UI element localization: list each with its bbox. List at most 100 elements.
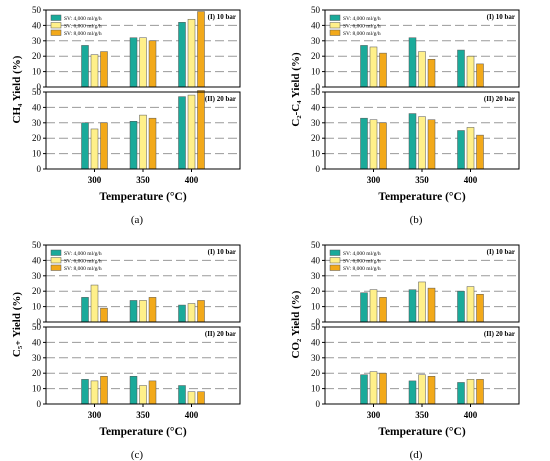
legend-swatch [329,29,341,36]
bar [360,45,368,88]
panel-label: (I) 10 bar [487,13,515,21]
bar [90,128,99,170]
chart-d: 0 10 20 30 40 50 (I) 10 bar 0 10 20 30 40 50 (II) 20 … [290,240,520,461]
bar [139,114,147,170]
legend-entry: SV: 4,000 ml/g/h [64,16,102,22]
legend-entry: SV: 4,000 ml/g/h [343,251,381,257]
y-axis-label: CH₄ Yield (%) [11,55,23,123]
panel-label: (II) 20 bar [205,330,236,338]
bar [457,130,465,170]
panel-label: (II) 20 bar [205,95,236,103]
y-tick-label: 40 [32,102,42,112]
y-tick-label: 30 [311,353,321,363]
legend-entry: SV: 6,000 ml/g/h [343,259,381,265]
legend-swatch [329,264,341,271]
x-tick-label: 350 [415,175,429,185]
legend-entry: SV: 6,000 ml/g/h [343,24,381,30]
legend-swatch [50,22,62,29]
bar [369,289,378,323]
bar [100,122,108,170]
panel-frame [45,244,241,323]
x-tick-label: 400 [185,175,199,185]
legend: SV: 4,000 ml/g/h SV: 6,000 ml/g/hSV: 8,00… [329,14,381,37]
x-tick-label: 300 [88,175,102,185]
panel-frame [324,244,520,323]
panel-II: 0 10 20 30 40 50 (II) 20 bar 300 350 400 [311,322,520,420]
x-axis-label: Temperature (°C) [378,426,465,438]
legend: SV: 4,000 ml/g/h SV: 6,000 ml/g/hSV: 8,00… [50,249,102,272]
y-tick-label: 30 [32,36,42,46]
y-tick-label: 30 [311,271,321,281]
y-tick-label: 50 [32,5,42,15]
x-tick-label: 300 [367,175,381,185]
bar [408,37,417,88]
bar [178,304,186,323]
y-tick-label: 30 [311,118,321,128]
y-tick-label: 10 [32,67,42,77]
panel-label: (I) 10 bar [208,13,236,21]
panel-I: 0 10 20 30 40 50 (I) 10 bar [32,5,241,92]
figure-caption: (d) [410,449,423,461]
figure-caption: (c) [131,449,144,461]
x-tick-label: 400 [464,175,478,185]
bar [178,385,186,405]
y-tick-label: 30 [311,36,321,46]
y-axis-label: C₂-C₄ Yield (%) [290,52,302,127]
bar [427,287,436,323]
bar [129,300,138,323]
panel-I: 0 10 20 30 40 50 (I) 10 bar [32,240,241,327]
y-tick-label: 50 [32,87,42,97]
y-tick-label: 40 [32,255,42,265]
chart-c: 0 10 20 30 40 50 (I) 10 bar 0 10 20 30 40 50 (II) 20 … [11,240,241,461]
bar [90,54,99,88]
bar [427,119,436,170]
bar [129,376,138,405]
bar [197,300,205,323]
bar [100,51,108,88]
legend-entry: SV: 6,000 ml/g/h [64,259,102,265]
legend-entry: SV: 4,000 ml/g/h [64,251,102,257]
bar [379,52,387,88]
y-tick-label: 20 [32,133,42,143]
bar [129,37,138,88]
bar [457,49,465,88]
bar [197,90,205,170]
y-tick-label: 0 [37,399,42,409]
bar [178,22,186,88]
bar [90,380,99,405]
bar [148,40,157,88]
y-tick-label: 0 [37,82,42,92]
panel-II: 0 10 20 30 40 50 (II) 20 bar 300 350 400 [32,87,241,185]
y-tick-label: 10 [311,384,321,394]
bar [408,289,417,323]
x-tick-label: 300 [88,410,102,420]
bar [197,391,205,405]
y-tick-label: 0 [316,82,321,92]
bar [187,94,196,170]
bar [369,46,378,88]
bar [90,284,99,323]
bar [466,55,475,88]
bar [81,297,89,323]
bar [379,297,387,323]
x-axis-label: Temperature (°C) [99,426,186,438]
panel-I: 0 10 20 30 40 50 (I) 10 bar [311,5,520,92]
figure-caption: (b) [410,214,423,226]
bar [418,51,426,88]
bar [360,374,368,405]
x-tick-label: 350 [136,410,150,420]
x-tick-label: 350 [415,410,429,420]
legend-swatch [329,22,341,29]
y-tick-label: 0 [316,399,321,409]
y-axis-label: C₅₊ Yield (%) [11,292,23,357]
bar [369,371,378,405]
bar [360,117,368,170]
y-tick-label: 0 [37,164,42,174]
panel-frame [45,9,241,88]
y-tick-label: 50 [311,322,321,332]
bar [178,96,186,170]
bar [187,18,196,88]
legend-entry: SV: 8,000 ml/g/h [343,266,381,272]
bar [466,379,475,405]
legend-swatch [329,249,341,256]
